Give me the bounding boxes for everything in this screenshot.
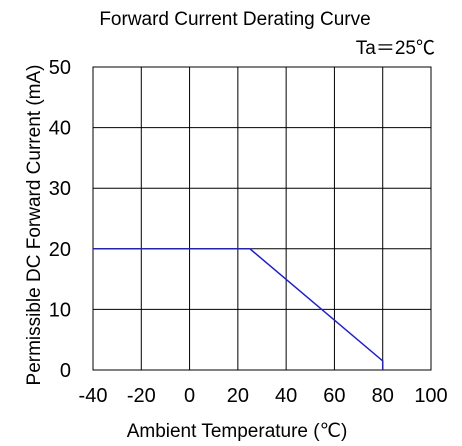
x-tick-label: 80 (372, 385, 394, 407)
y-tick-labels: 0 10 20 30 40 50 (49, 57, 71, 382)
y-tick-label: 40 (49, 118, 71, 140)
x-tick-labels: -40 -20 0 20 40 60 80 100 (79, 385, 448, 407)
x-tick-label: -20 (127, 385, 156, 407)
x-tick-label: 0 (184, 385, 195, 407)
plot-frame (92, 66, 432, 371)
x-tick-label: 40 (275, 385, 297, 407)
y-tick-label: 10 (49, 299, 71, 321)
y-tick-label: 0 (60, 360, 71, 382)
y-tick-label: 50 (49, 57, 71, 79)
chart-condition: Ta＝25℃ (356, 38, 435, 59)
y-tick-label: 30 (49, 178, 71, 200)
series-layer (93, 248, 384, 370)
chart-title: Forward Current Derating Curve (99, 9, 370, 30)
y-tick-label: 20 (49, 239, 71, 261)
x-tick-label: 20 (227, 385, 249, 407)
grid (92, 66, 432, 371)
y-axis-label: Permissible DC Forward Current (mA) (24, 65, 45, 386)
derating-curve-line (93, 248, 384, 370)
x-tick-label: 60 (323, 385, 345, 407)
x-tick-label: -40 (79, 385, 108, 407)
x-axis-label: Ambient Temperature (℃) (127, 421, 348, 442)
x-tick-label: 100 (414, 385, 447, 407)
